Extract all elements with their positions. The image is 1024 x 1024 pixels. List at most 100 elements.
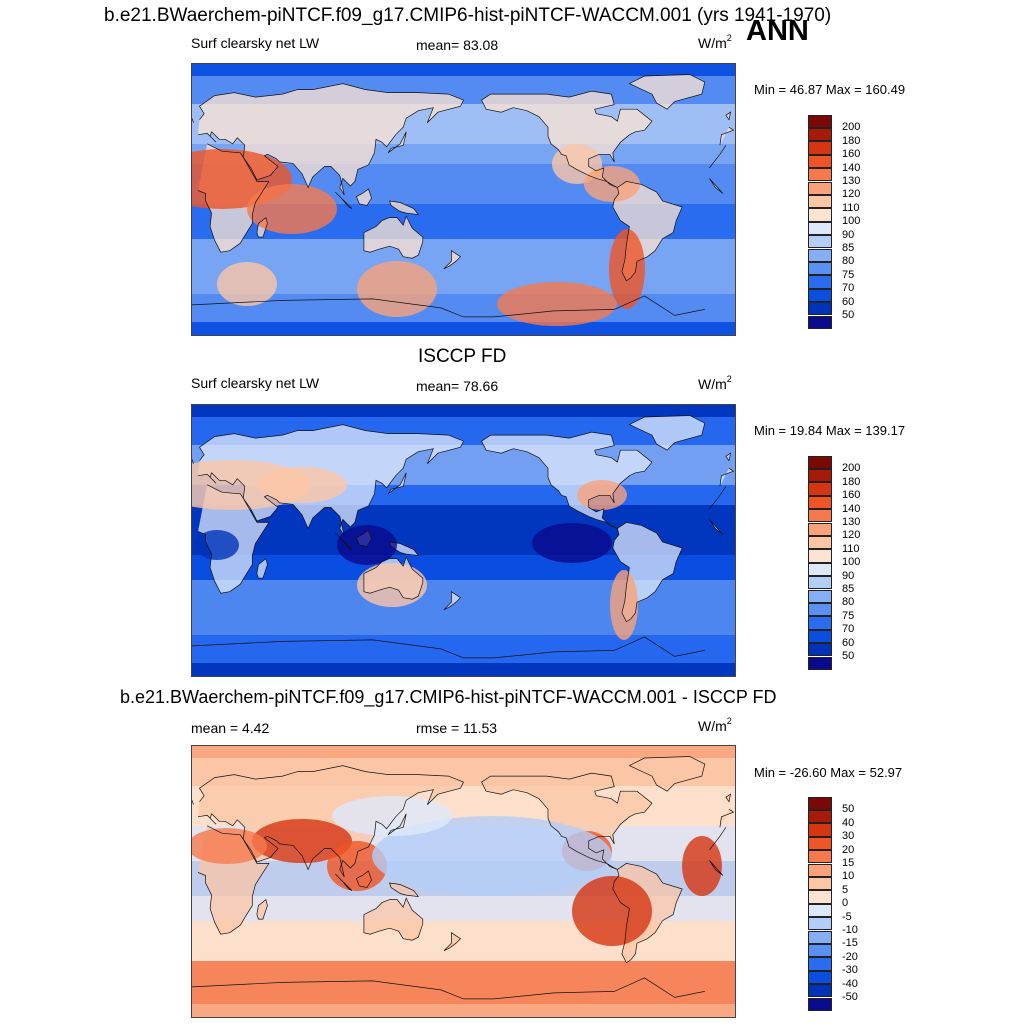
colorbar-swatch: [808, 288, 832, 303]
coastline: [443, 591, 462, 611]
coastline: [256, 898, 268, 920]
colorbar-label: 5: [842, 883, 849, 896]
colorbar-label: 140: [842, 161, 861, 174]
coastline: [612, 181, 683, 282]
panel2-mean: mean= 78.66: [416, 378, 499, 394]
map-land-fill: [481, 91, 652, 188]
panel2-map-canvas: [192, 405, 735, 676]
colorbar-label: 90: [842, 569, 855, 582]
colorbar-label: 120: [842, 188, 861, 201]
map-land-fill: [363, 216, 423, 259]
coastline: [443, 250, 462, 270]
colorbar-label: 80: [842, 255, 855, 268]
map-land-fill: [389, 201, 419, 215]
coastline: [335, 191, 353, 209]
colorbar-swatch: [808, 930, 832, 944]
coastline: [612, 863, 683, 964]
colorbar-label: 0: [842, 897, 849, 910]
coastline: [363, 556, 424, 600]
map-field-blob: [372, 816, 612, 896]
panel3-units: W/m2: [698, 716, 732, 734]
colorbar-swatch: [808, 836, 832, 851]
colorbar-label: -50: [842, 991, 858, 1003]
coastline: [192, 111, 732, 123]
coastline: [192, 295, 705, 318]
panel2-field-label: Surf clearsky net LW: [191, 375, 320, 391]
colorbar-swatch: [808, 656, 832, 670]
coastline: [363, 897, 424, 941]
colorbar-label: -5: [842, 910, 852, 923]
colorbar-label: 85: [842, 583, 855, 595]
coastline: [363, 215, 424, 259]
colorbar-swatch: [808, 127, 832, 142]
colorbar-swatch: [808, 850, 832, 864]
map-field-blob: [532, 523, 612, 563]
colorbar-label: 10: [842, 870, 855, 883]
colorbar-swatch: [808, 629, 832, 644]
coastline: [481, 90, 653, 188]
map-field-blob: [332, 796, 452, 836]
colorbar-swatch: [808, 863, 832, 877]
colorbar-label: 85: [842, 242, 855, 254]
coastline: [256, 557, 268, 579]
colorbar-label: 30: [842, 830, 855, 843]
coastline: [389, 541, 420, 557]
map-zonal-band: [192, 322, 735, 335]
colorbar-label: 100: [842, 215, 861, 228]
colorbar-swatch: [808, 468, 832, 483]
colorbar-swatch: [808, 509, 832, 523]
coastline: [481, 772, 653, 870]
map-land-fill: [256, 558, 268, 579]
colorbar-label: 160: [842, 148, 861, 161]
colorbar-swatch: [808, 809, 832, 824]
colorbar-label: 60: [842, 636, 855, 649]
coastline: [355, 529, 372, 547]
colorbar-label: 200: [842, 121, 861, 134]
colorbar-swatch: [808, 261, 832, 276]
colorbar-label: -30: [842, 964, 858, 977]
map-field-blob: [682, 836, 722, 896]
colorbar-label: 75: [842, 609, 855, 622]
colorbar-swatch: [808, 957, 832, 971]
colorbar-swatch: [808, 455, 832, 469]
map-zonal-band: [192, 294, 735, 322]
panel1-units: W/m2: [698, 33, 732, 51]
map-land-fill: [629, 415, 705, 451]
map-field-blob: [357, 261, 437, 317]
map-zonal-band: [192, 746, 735, 758]
colorbar-label: 120: [842, 529, 861, 542]
colorbar-label: 50: [842, 309, 855, 321]
coastline: [355, 870, 372, 888]
coastline: [256, 216, 268, 238]
colorbar-swatch: [808, 562, 832, 577]
map-field-blob: [252, 819, 352, 863]
map-field-blob: [337, 525, 397, 565]
colorbar-label: 160: [842, 489, 861, 502]
colorbar-swatch: [808, 221, 832, 236]
coastline: [192, 452, 732, 464]
colorbar-swatch: [808, 602, 832, 617]
coastline: [628, 415, 706, 451]
coastline: [389, 882, 420, 898]
colorbar-swatch: [808, 522, 832, 536]
coastline: [387, 472, 407, 495]
colorbar-label: 70: [842, 282, 855, 295]
colorbar-label: 180: [842, 475, 861, 488]
colorbar-swatch: [808, 917, 832, 931]
colorbar-label: 200: [842, 462, 861, 475]
colorbar-label: 80: [842, 596, 855, 609]
colorbar-label: 180: [842, 134, 861, 147]
colorbar-label: 50: [842, 803, 855, 816]
colorbar-swatch: [808, 154, 832, 169]
coastline: [192, 636, 705, 659]
colorbar-swatch: [808, 876, 832, 891]
coastline: [628, 756, 706, 792]
colorbar-label: 100: [842, 556, 861, 569]
colorbar-label: 40: [842, 816, 855, 829]
panel1-mean: mean= 83.08: [416, 37, 499, 53]
panel3-rmse: rmse = 11.53: [416, 720, 498, 736]
colorbar-label: 15: [842, 857, 855, 869]
colorbar-swatch: [808, 943, 832, 958]
panel2-title: ISCCP FD: [418, 346, 507, 367]
coastline: [612, 522, 683, 623]
